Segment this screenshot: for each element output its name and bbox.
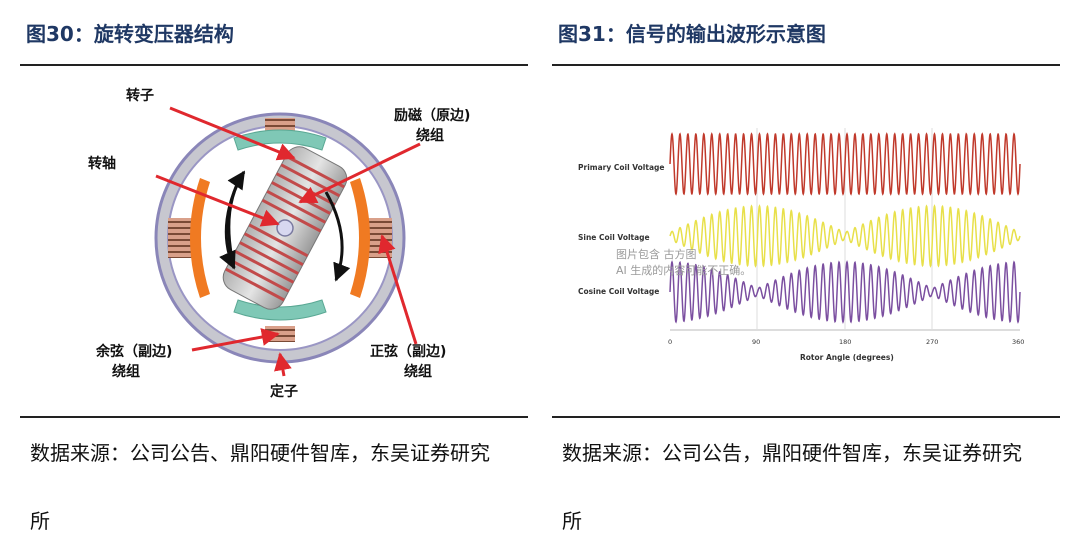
label-cosine-coil: Cosine Coil Voltage — [578, 287, 659, 296]
primary-coil-wave — [669, 132, 1021, 196]
resolver-structure-diagram: 转子 转轴 励磁（原边) 绕组 余弦（副边) 绕组 正弦（副边) 绕组 定子 — [88, 87, 470, 400]
x-tick: 0 — [668, 338, 672, 346]
label-cosine-1: 余弦（副边) — [95, 343, 172, 360]
cosine-coil-wave — [669, 260, 1021, 324]
bottom-pole-shoe — [233, 299, 327, 321]
top-divider — [20, 64, 528, 66]
top-coil — [265, 118, 295, 132]
source-line-2: 所 — [30, 509, 50, 533]
shaft — [276, 219, 294, 237]
x-tick: 180 — [839, 338, 851, 346]
label-sine-1: 正弦（副边) — [370, 343, 446, 360]
sine-coil-wave — [669, 204, 1021, 268]
label-cosine-2: 绕组 — [112, 363, 140, 380]
bottom-divider — [552, 416, 1060, 418]
source-note: 数据来源：公司公告、鼎阳硬件智库，东吴证券研究 所 — [30, 436, 520, 533]
figure-31-title: 图31：信号的输出波形示意图 — [558, 22, 826, 46]
figure-30-title: 图30：旋转变压器结构 — [26, 22, 234, 46]
label-sine-coil: Sine Coil Voltage — [578, 233, 650, 242]
ai-watermark-line-1: 图片包含 古方图 — [616, 247, 697, 261]
arrow-sine — [378, 234, 418, 345]
figure-31-panel: 图31：信号的输出波形示意图 Primary Coil Voltage Sine… — [552, 0, 1060, 539]
right-pole-shoe — [350, 178, 370, 298]
arrow-stator — [274, 352, 292, 377]
bottom-divider — [20, 416, 528, 418]
arrow-excitation — [298, 142, 421, 204]
x-tick: 360 — [1012, 338, 1024, 346]
arrow-shaft — [155, 174, 280, 227]
label-excitation-1: 励磁（原边) — [394, 107, 470, 124]
top-divider — [552, 64, 1060, 66]
x-axis-label: Rotor Angle (degrees) — [800, 353, 894, 362]
label-excitation-2: 绕组 — [416, 127, 444, 144]
source-note: 数据来源：公司公告，鼎阳硬件智库，东吴证券研究 所 — [562, 436, 1052, 533]
rotation-arrow-left-top — [227, 170, 246, 269]
label-sine-2: 绕组 — [404, 363, 432, 380]
bottom-coil — [265, 326, 295, 342]
label-shaft: 转轴 — [88, 155, 116, 172]
top-pole-shoe — [233, 129, 327, 151]
arrow-rotor — [169, 106, 296, 161]
left-pole-shoe — [190, 178, 210, 298]
label-rotor: 转子 — [126, 87, 154, 104]
rotation-arrow-right — [324, 191, 351, 282]
left-coil — [168, 218, 192, 258]
x-tick: 270 — [926, 338, 938, 346]
label-primary-coil: Primary Coil Voltage — [578, 163, 664, 172]
source-line-1: 数据来源：公司公告，鼎阳硬件智库，东吴证券研究 — [562, 441, 1022, 465]
source-line-2: 所 — [562, 509, 582, 533]
label-stator: 定子 — [270, 383, 298, 400]
source-line-1: 数据来源：公司公告、鼎阳硬件智库，东吴证券研究 — [30, 441, 490, 465]
figure-30-panel: 图30：旋转变压器结构 — [20, 0, 528, 539]
x-tick: 90 — [752, 338, 760, 346]
ai-watermark-line-2: AI 生成的内容可能不正确。 — [616, 263, 751, 277]
arrow-cosine — [191, 328, 280, 352]
output-waveform-diagram: Primary Coil Voltage Sine Coil Voltage C… — [578, 128, 1024, 362]
